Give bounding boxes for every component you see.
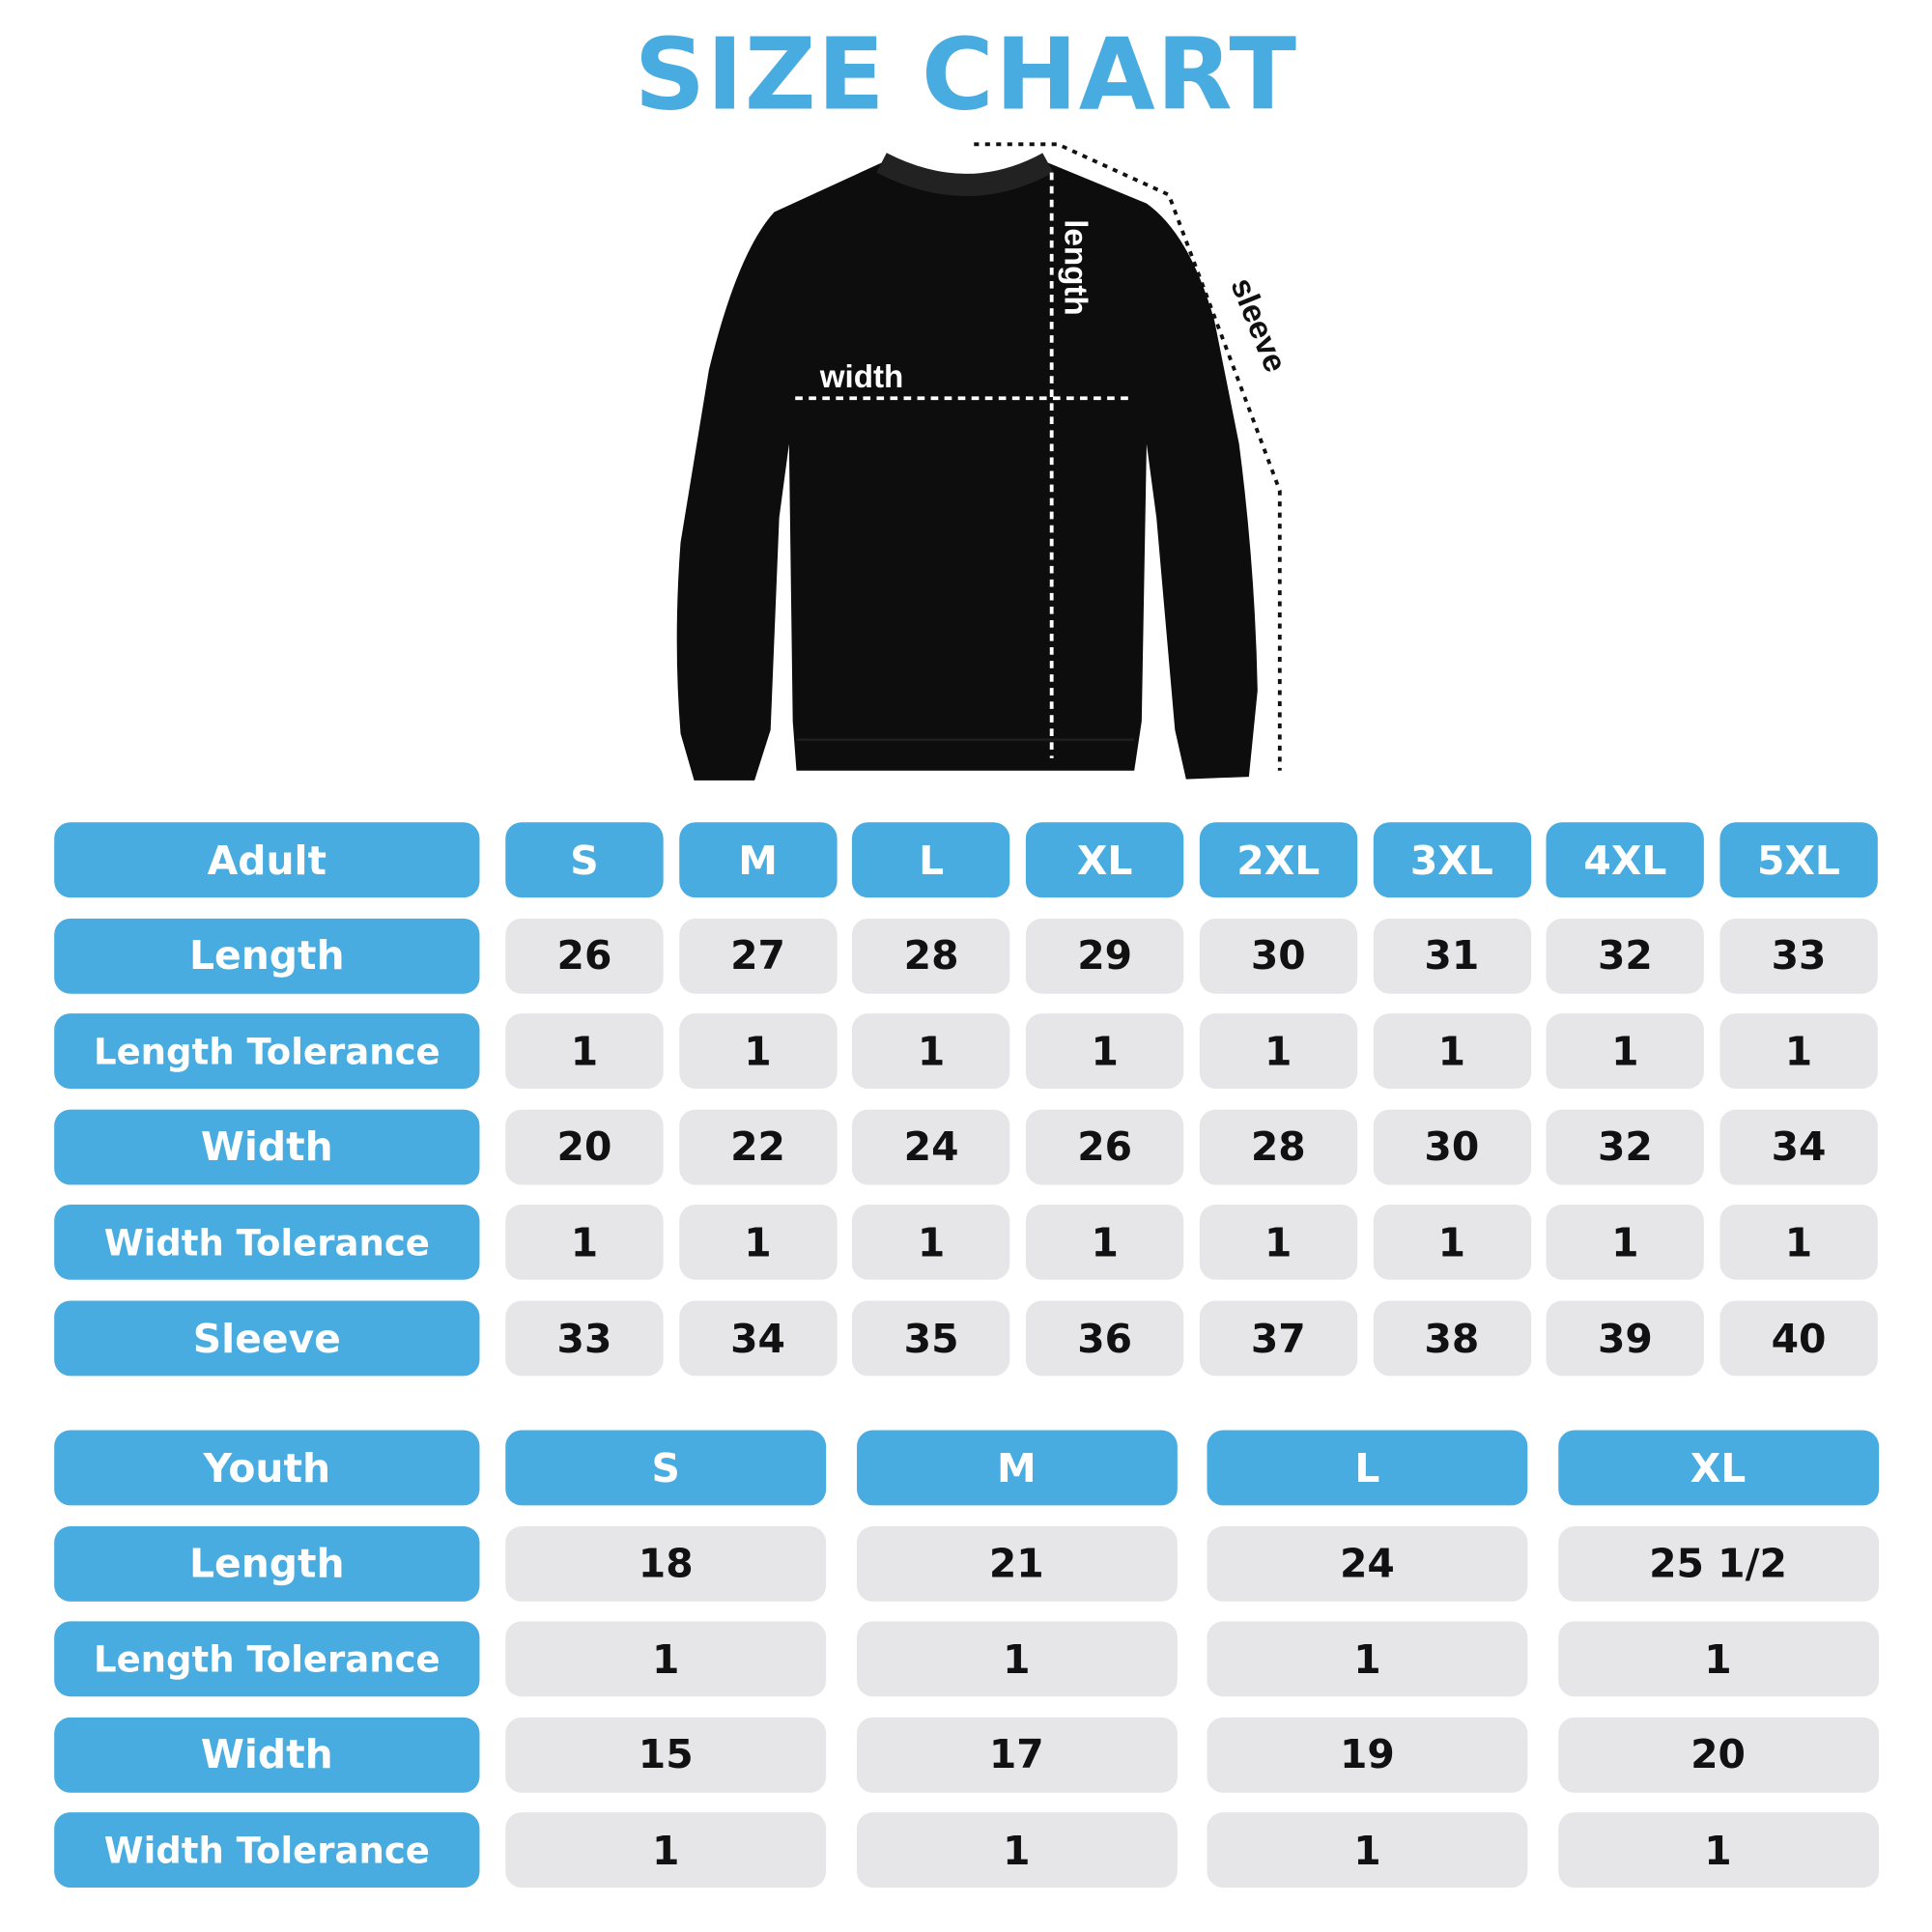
adult-value-cell: 40 <box>1719 1300 1878 1377</box>
adult-value-cell: 28 <box>1199 1109 1357 1185</box>
adult-value-cell: 1 <box>852 1013 1010 1090</box>
adult-size-header: 4XL <box>1546 822 1705 898</box>
youth-value-cell: 21 <box>856 1525 1178 1602</box>
youth-size-header: XL <box>1557 1430 1879 1506</box>
youth-value-cell: 18 <box>505 1525 827 1602</box>
adult-value-cell: 20 <box>505 1109 664 1185</box>
adult-value-cell: 26 <box>1026 1109 1184 1185</box>
length-label: length <box>1058 219 1094 316</box>
adult-value-cell: 30 <box>1373 1109 1531 1185</box>
youth-value-cell: 1 <box>1207 1812 1528 1889</box>
adult-value-cell: 34 <box>1719 1109 1878 1185</box>
adult-value-cell: 37 <box>1199 1300 1357 1377</box>
adult-value-cell: 27 <box>678 918 838 994</box>
youth-value-cell: 1 <box>1207 1621 1528 1697</box>
adult-value-cell: 32 <box>1546 1109 1705 1185</box>
adult-value-cell: 22 <box>678 1109 838 1185</box>
adult-size-header: 5XL <box>1719 822 1878 898</box>
adult-value-cell: 1 <box>1719 1013 1878 1090</box>
adult-value-cell: 38 <box>1373 1300 1531 1377</box>
sleeve-label: sleeve <box>1223 273 1293 378</box>
adult-size-header: M <box>678 822 838 898</box>
adult-value-cell: 1 <box>1199 1013 1357 1090</box>
youth-value-cell: 1 <box>856 1621 1178 1697</box>
youth-header: Youth <box>54 1430 480 1506</box>
adult-value-cell: 1 <box>678 1013 838 1090</box>
adult-value-cell: 26 <box>505 918 664 994</box>
adult-size-header: 2XL <box>1199 822 1357 898</box>
adult-row-label: Sleeve <box>54 1300 480 1377</box>
adult-row-label: Length <box>54 918 480 994</box>
youth-value-cell: 17 <box>856 1717 1178 1793</box>
youth-value-cell: 1 <box>505 1812 827 1889</box>
adult-header: Adult <box>54 822 480 898</box>
adult-value-cell: 1 <box>1546 1205 1705 1281</box>
youth-row-label: Width <box>54 1717 480 1793</box>
adult-value-cell: 1 <box>505 1013 664 1090</box>
adult-size-header: S <box>505 822 664 898</box>
adult-value-cell: 39 <box>1546 1300 1705 1377</box>
sweatshirt-image <box>676 162 1258 781</box>
adult-value-cell: 35 <box>852 1300 1010 1377</box>
youth-row-label: Length <box>54 1525 480 1602</box>
youth-value-cell: 1 <box>1557 1812 1879 1889</box>
adult-value-cell: 33 <box>1719 918 1878 994</box>
adult-value-cell: 1 <box>1546 1013 1705 1090</box>
youth-row-label: Length Tolerance <box>54 1621 480 1697</box>
page-title: SIZE CHART <box>634 16 1298 132</box>
youth-size-header: S <box>505 1430 827 1506</box>
adult-value-cell: 29 <box>1026 918 1184 994</box>
adult-value-cell: 28 <box>852 918 1010 994</box>
adult-value-cell: 1 <box>1026 1013 1184 1090</box>
youth-value-cell: 19 <box>1207 1717 1528 1793</box>
adult-value-cell: 31 <box>1373 918 1531 994</box>
youth-value-cell: 15 <box>505 1717 827 1793</box>
adult-value-cell: 24 <box>852 1109 1010 1185</box>
youth-value-cell: 24 <box>1207 1525 1528 1602</box>
adult-value-cell: 1 <box>1373 1013 1531 1090</box>
youth-size-header: L <box>1207 1430 1528 1506</box>
adult-size-header: XL <box>1026 822 1184 898</box>
adult-value-cell: 1 <box>1199 1205 1357 1281</box>
width-label: width <box>819 359 904 395</box>
collar <box>876 153 1054 196</box>
youth-value-cell: 1 <box>505 1621 827 1697</box>
youth-row-label: Width Tolerance <box>54 1812 480 1889</box>
adult-row-label: Width <box>54 1109 480 1185</box>
youth-value-cell: 20 <box>1557 1717 1879 1793</box>
youth-value-cell: 1 <box>856 1812 1178 1889</box>
adult-value-cell: 1 <box>678 1205 838 1281</box>
adult-value-cell: 33 <box>505 1300 664 1377</box>
adult-value-cell: 1 <box>1026 1205 1184 1281</box>
adult-value-cell: 36 <box>1026 1300 1184 1377</box>
youth-value-cell: 25 1/2 <box>1557 1525 1879 1602</box>
adult-size-header: 3XL <box>1373 822 1531 898</box>
adult-value-cell: 1 <box>852 1205 1010 1281</box>
sweatshirt-diagram: width length sleeve <box>676 142 1293 781</box>
adult-value-cell: 1 <box>1373 1205 1531 1281</box>
sleeve-dashed-line <box>974 142 1282 771</box>
adult-row-label: Width Tolerance <box>54 1205 480 1281</box>
adult-value-cell: 1 <box>505 1205 664 1281</box>
adult-value-cell: 30 <box>1199 918 1357 994</box>
youth-value-cell: 1 <box>1557 1621 1879 1697</box>
adult-value-cell: 1 <box>1719 1205 1878 1281</box>
adult-value-cell: 34 <box>678 1300 838 1377</box>
adult-value-cell: 32 <box>1546 918 1705 994</box>
youth-size-header: M <box>856 1430 1178 1506</box>
adult-size-header: L <box>852 822 1010 898</box>
adult-row-label: Length Tolerance <box>54 1013 480 1090</box>
